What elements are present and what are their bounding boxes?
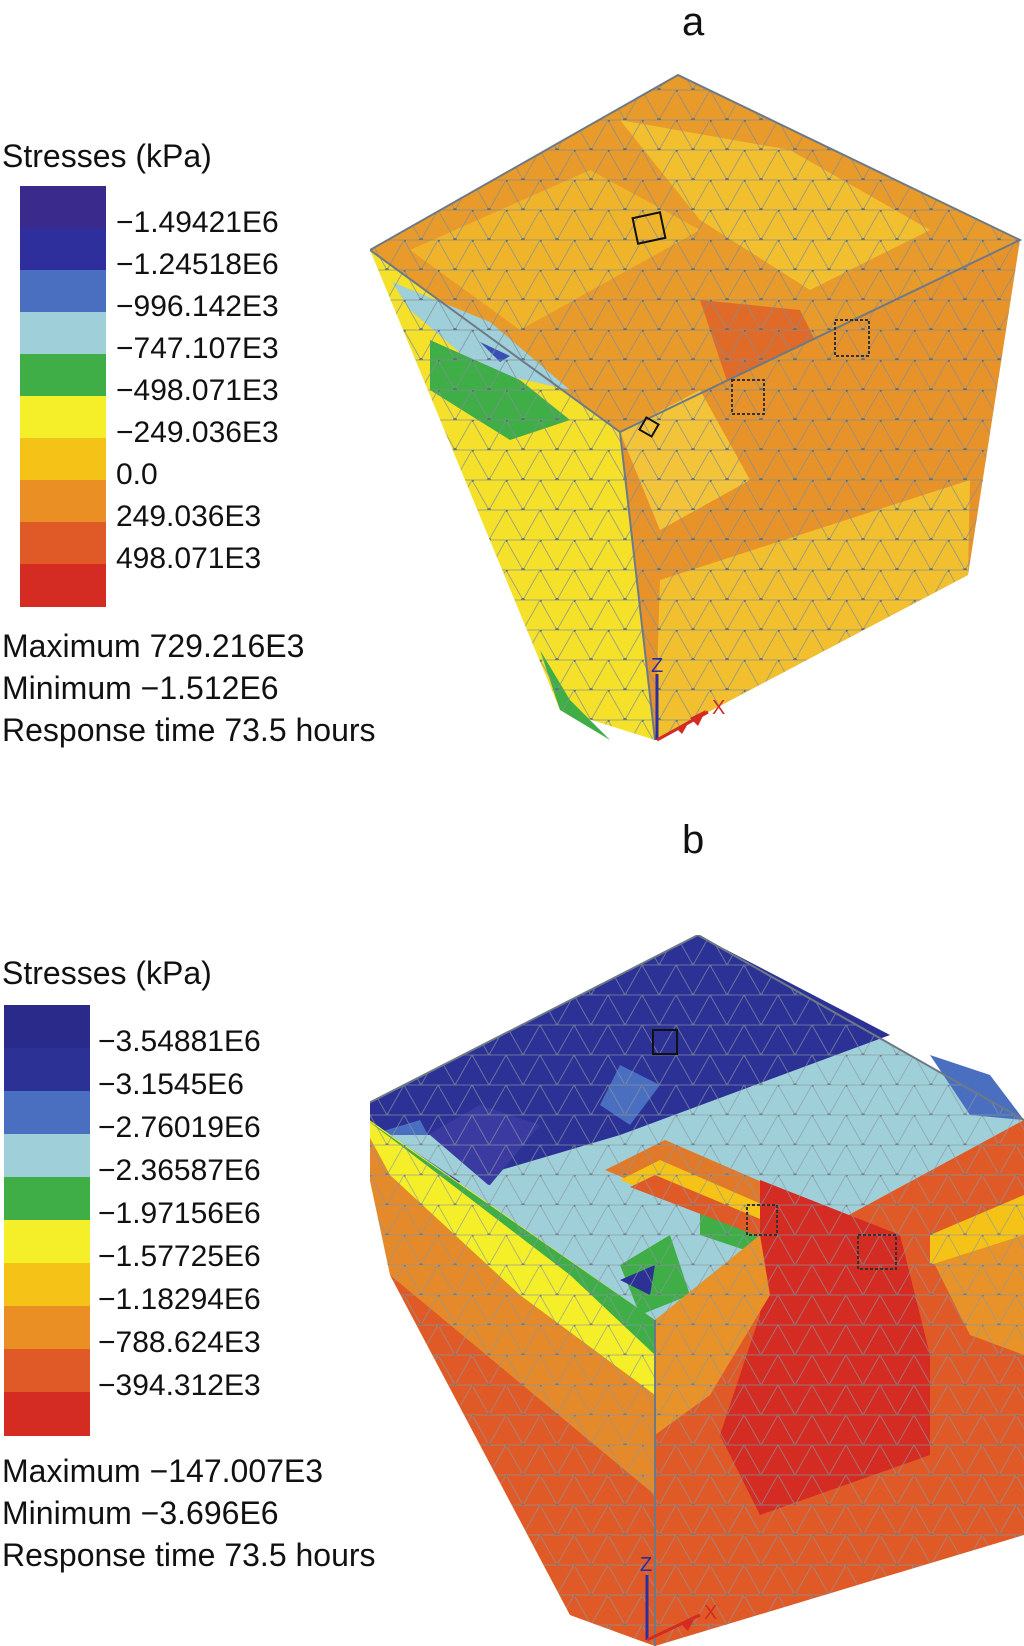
colorbar-b — [4, 1005, 90, 1436]
colorbar-swatch — [20, 438, 106, 481]
tick-label: 498.071E3 — [116, 542, 262, 575]
tick-label: −1.24518E6 — [116, 248, 279, 281]
tick-label: −2.76019E6 — [98, 1111, 261, 1144]
axis-x-label: X — [712, 697, 725, 719]
panel-b: b Stresses (kPa) −3.54881E6 −3.1545E6 −2… — [0, 818, 1024, 1646]
colorbar-swatch — [20, 270, 106, 313]
fem-cube-b: Z X — [370, 935, 1024, 1646]
colorbar-swatch — [4, 1392, 90, 1436]
axis-x-label: X — [704, 1602, 717, 1624]
colorbar-swatch — [4, 1048, 90, 1092]
maximum-label: Maximum 729.216E3 — [2, 628, 305, 664]
tick-label: −1.49421E6 — [116, 206, 279, 239]
tick-label: −1.18294E6 — [98, 1283, 261, 1316]
colorbar-swatch — [4, 1349, 90, 1393]
axis-z-label: Z — [640, 1554, 652, 1576]
tick-label: −2.36587E6 — [98, 1154, 261, 1187]
panel-letter-b: b — [682, 818, 705, 862]
stats-b: Maximum −147.007E3 Minimum −3.696E6 Resp… — [2, 1450, 376, 1576]
maximum-label: Maximum −147.007E3 — [2, 1453, 324, 1489]
colorbar-a — [20, 186, 106, 607]
tick-label: −788.624E3 — [98, 1326, 261, 1359]
tick-label: 0.0 — [116, 458, 158, 491]
colorbar-swatch — [4, 1134, 90, 1178]
tick-label: −1.57725E6 — [98, 1240, 261, 1273]
colorbar-swatch — [20, 396, 106, 439]
colorbar-swatch — [20, 312, 106, 355]
colorbar-swatch — [20, 564, 106, 607]
colorbar-swatch — [20, 480, 106, 523]
response-time-label: Response time 73.5 hours — [2, 712, 376, 748]
tick-label: −394.312E3 — [98, 1369, 261, 1402]
colorbar-ticks-b: −3.54881E6 −3.1545E6 −2.76019E6 −2.36587… — [98, 1005, 378, 1435]
colorbar-swatch — [20, 354, 106, 397]
tick-label: −747.107E3 — [116, 332, 279, 365]
tick-label: −498.071E3 — [116, 374, 279, 407]
colorbar-ticks-a: −1.49421E6 −1.24518E6 −996.142E3 −747.10… — [116, 186, 376, 606]
fem-cube-a: Z X — [370, 73, 1023, 742]
minimum-label: Minimum −1.512E6 — [2, 670, 279, 706]
panel-a: a Stresses (kPa) −1.49421E6 −1.24518E6 −… — [0, 0, 1024, 820]
colorbar-swatch — [20, 186, 106, 229]
colorbar-swatch — [4, 1220, 90, 1264]
tick-label: 249.036E3 — [116, 500, 262, 533]
colorbar-swatch — [20, 522, 106, 565]
panel-letter-a: a — [682, 0, 705, 44]
stats-a: Maximum 729.216E3 Minimum −1.512E6 Respo… — [2, 625, 376, 751]
colorbar-swatch — [4, 1005, 90, 1049]
legend-title-b: Stresses (kPa) — [2, 955, 212, 991]
tick-label: −249.036E3 — [116, 416, 279, 449]
colorbar-swatch — [4, 1263, 90, 1307]
tick-label: −3.54881E6 — [98, 1025, 261, 1058]
tick-label: −1.97156E6 — [98, 1197, 261, 1230]
colorbar-swatch — [4, 1177, 90, 1221]
axis-z-label: Z — [651, 655, 663, 677]
colorbar-swatch — [20, 228, 106, 271]
colorbar-swatch — [4, 1091, 90, 1135]
response-time-label: Response time 73.5 hours — [2, 1537, 376, 1573]
minimum-label: Minimum −3.696E6 — [2, 1495, 279, 1531]
legend-title-a: Stresses (kPa) — [2, 138, 212, 174]
tick-label: −3.1545E6 — [98, 1068, 244, 1101]
tick-label: −996.142E3 — [116, 290, 279, 323]
colorbar-swatch — [4, 1306, 90, 1350]
